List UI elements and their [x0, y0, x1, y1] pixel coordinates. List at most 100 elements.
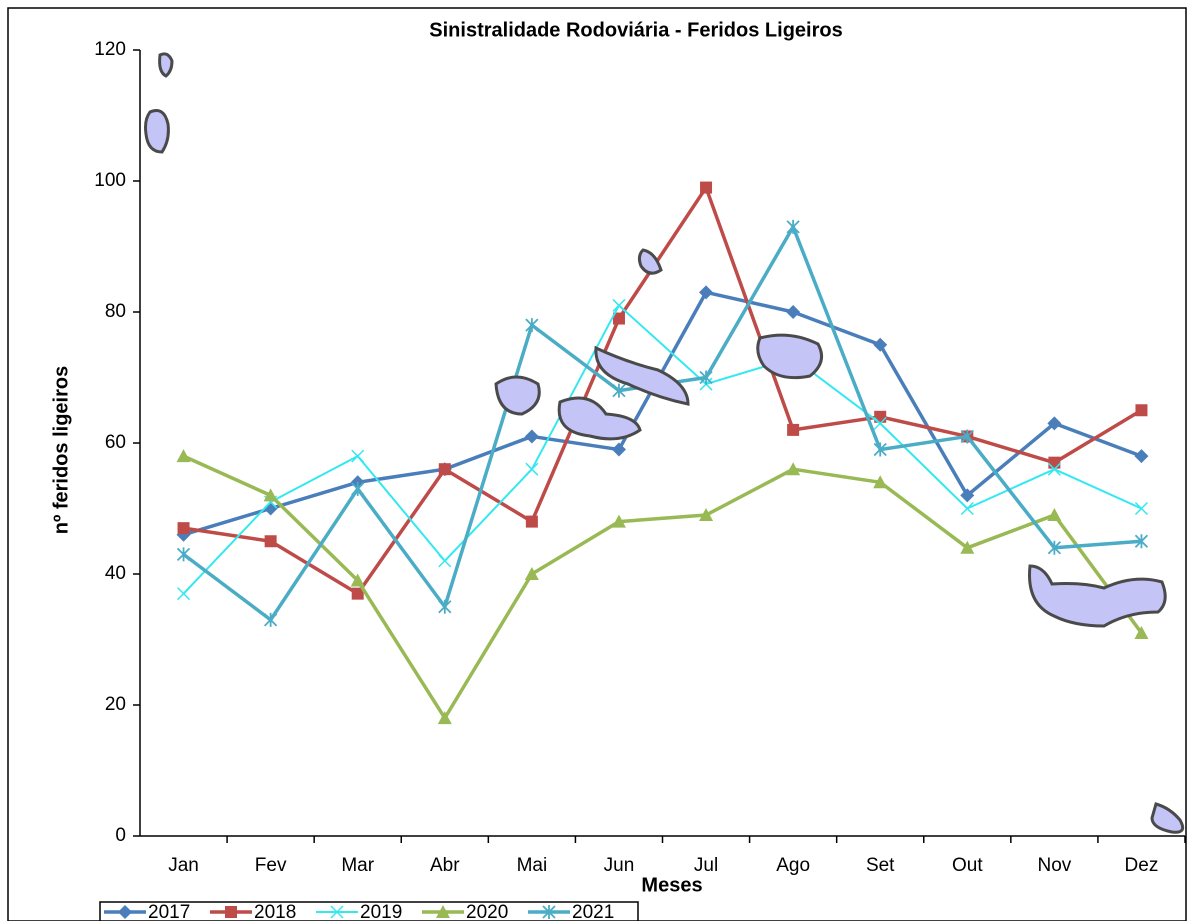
x-tick-label: Nov: [1037, 855, 1071, 876]
marker: [873, 337, 888, 352]
marker: [176, 449, 191, 463]
marker: [437, 711, 452, 725]
marker: [351, 481, 365, 496]
marker: [699, 508, 714, 522]
marker: [873, 475, 888, 489]
marker: [786, 462, 801, 476]
series-line: [182, 304, 1142, 595]
x-tick-label: Set: [866, 855, 895, 876]
marker: [1134, 534, 1149, 549]
legend-label: 2017: [148, 902, 190, 921]
y-tick-label: 20: [105, 694, 126, 715]
marker: [1134, 625, 1149, 639]
marker: [438, 463, 451, 476]
x-tick-label: Dez: [1125, 855, 1159, 876]
y-axis-title: nº feridos ligeiros: [50, 366, 72, 534]
x-tick-label: Mar: [341, 855, 374, 876]
x-tick-label: Jun: [604, 855, 635, 876]
y-tick-label: 80: [105, 301, 126, 322]
island: [144, 109, 170, 154]
marker: [1134, 449, 1149, 464]
island: [637, 248, 663, 275]
marker: [611, 514, 626, 528]
chart-frame: [7, 7, 1187, 921]
marker: [350, 573, 365, 587]
marker: [612, 383, 626, 398]
series-line: [183, 290, 1143, 537]
marker: [524, 429, 539, 444]
island: [1028, 564, 1167, 628]
marker: [525, 318, 539, 333]
x-tick-label: Jul: [694, 855, 718, 876]
legend-label: 2020: [466, 902, 508, 921]
marker: [1047, 540, 1062, 555]
marker: [873, 416, 887, 430]
marker: [525, 515, 538, 528]
island-decorations: [144, 52, 1185, 834]
marker: [699, 370, 713, 385]
y-tick-label: 120: [94, 39, 126, 60]
island: [557, 396, 642, 441]
marker: [177, 522, 190, 535]
marker: [700, 181, 713, 194]
marker: [525, 462, 539, 476]
marker: [1048, 456, 1061, 469]
marker: [786, 219, 800, 234]
marker: [330, 905, 344, 919]
marker: [524, 567, 539, 580]
island: [158, 52, 174, 78]
marker: [118, 905, 132, 919]
marker: [176, 547, 191, 562]
marker: [542, 905, 556, 919]
legend: 2017 2018 2019 2020 2021: [104, 902, 614, 921]
legend-label: 2018: [254, 902, 296, 921]
plot-area: 0 20 40 60 80 100 120 Jan Fev Mar Abr Mai Jun Jul Ago S…: [94, 39, 1186, 876]
marker: [177, 587, 191, 601]
y-tick-label: 40: [105, 563, 126, 584]
chart-title: Sinistralidade Rodoviária - Feridos Lige…: [429, 19, 842, 41]
marker: [1047, 462, 1061, 476]
x-axis-title: Meses: [641, 874, 702, 896]
marker: [1047, 416, 1062, 431]
series-line: [183, 185, 1143, 596]
marker: [612, 312, 625, 325]
island: [756, 333, 824, 380]
marker: [264, 535, 277, 548]
y-tick-label: 100: [94, 170, 126, 191]
marker: [263, 612, 278, 627]
marker: [960, 429, 974, 444]
marker: [873, 442, 887, 457]
x-tick-label: Out: [952, 855, 983, 876]
x-tick-label: Fev: [255, 855, 287, 876]
x-tick-label: Abr: [430, 855, 460, 876]
legend-label: 2021: [572, 902, 614, 921]
marker: [699, 285, 714, 300]
marker: [351, 587, 364, 600]
island: [594, 345, 690, 406]
island: [1150, 802, 1185, 834]
marker: [786, 305, 801, 319]
marker: [438, 554, 452, 568]
marker: [787, 423, 800, 436]
marker: [960, 540, 975, 554]
x-tick-label: Mai: [517, 855, 548, 876]
marker: [611, 442, 626, 457]
legend-label: 2019: [360, 902, 402, 921]
y-tick-label: 60: [105, 432, 126, 453]
marker: [263, 488, 278, 502]
marker: [960, 501, 974, 516]
marker: [1135, 404, 1148, 417]
island: [494, 375, 541, 416]
marker: [351, 449, 365, 463]
marker: [436, 905, 450, 918]
marker: [225, 906, 237, 918]
marker: [1134, 501, 1148, 516]
marker: [1047, 508, 1062, 522]
y-tick-label: 0: [115, 825, 126, 846]
marker: [960, 488, 975, 503]
series-line: [182, 454, 1143, 720]
marker: [612, 298, 626, 312]
series-line: [182, 225, 1142, 622]
x-tick-label: Jan: [168, 855, 199, 876]
